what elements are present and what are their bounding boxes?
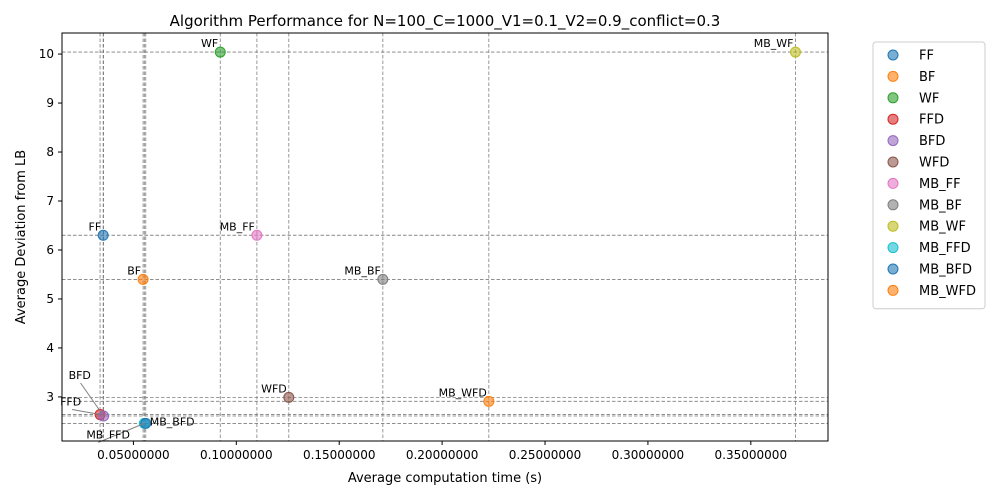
legend-marker-mb-ffd <box>887 242 899 254</box>
label-mb-wfd: MB_WFD <box>439 386 487 399</box>
x-tick-label: 0.10000000 <box>200 448 273 462</box>
legend-marker-mb-bfd <box>887 263 899 275</box>
label-mb-bf: MB_BF <box>344 264 380 277</box>
legend-marker-bfd <box>887 135 899 147</box>
point-mb-wf <box>789 46 801 58</box>
label-mb-ffd: MB_FFD <box>86 428 130 441</box>
y-tick-label: 10 <box>39 47 54 61</box>
y-tick-label: 8 <box>46 145 54 159</box>
point-mb-bf <box>377 273 389 285</box>
point-bf <box>137 273 149 285</box>
legend-marker-ffd <box>887 113 899 125</box>
legend-marker-bf <box>887 70 899 82</box>
point-ff <box>97 229 109 241</box>
x-tick-label: 0.25000000 <box>509 448 582 462</box>
plot-frame <box>61 32 829 442</box>
point-wfd <box>283 391 295 403</box>
label-wf: WF <box>201 37 218 50</box>
leader-mb-ffd <box>98 422 145 443</box>
legend-label-wf: WF <box>919 91 939 106</box>
legend-marker-mb-wf <box>887 220 899 232</box>
label-mb-wf: MB_WF <box>754 37 794 50</box>
label-bfd: BFD <box>69 369 91 382</box>
x-tick-label: 0.05000000 <box>97 448 170 462</box>
x-axis-label: Average computation time (s) <box>348 471 542 486</box>
legend-label-mb-ff: MB_FF <box>919 177 961 192</box>
legend-marker-mb-wfd <box>887 284 899 296</box>
y-tick-label: 9 <box>46 96 54 110</box>
x-axis-ticks: 0.05000000 0.10000000 0.15000000 0.20000000… <box>97 441 787 462</box>
y-axis-label: Average Deviation from LB <box>14 150 29 324</box>
legend-label-mb-wfd: MB_WFD <box>919 284 976 299</box>
point-mb-bfd <box>140 417 152 429</box>
legend-marker-ff <box>887 49 899 61</box>
y-tick-label: 6 <box>46 243 54 257</box>
legend-marker-mb-bf <box>887 199 899 211</box>
legend-marker-wfd <box>887 156 899 168</box>
y-tick-label: 7 <box>46 194 54 208</box>
legend-label-mb-wf: MB_WF <box>919 220 966 235</box>
legend: FF BF WF FFD BFD WFD MB_FF MB_BF MB_WF MB_FFD MB_B… <box>872 41 986 310</box>
legend-label-ffd: FFD <box>919 113 944 128</box>
point-mb-ff <box>251 229 263 241</box>
data-points <box>94 46 801 429</box>
legend-label-mb-ffd: MB_FFD <box>919 241 971 256</box>
y-tick-label: 4 <box>46 341 54 355</box>
x-tick-label: 0.20000000 <box>406 448 479 462</box>
point-wf <box>214 46 226 58</box>
label-bf: BF <box>127 264 141 277</box>
legend-marker-mb-ff <box>887 177 899 189</box>
leader-bfd <box>80 382 104 417</box>
point-labels: FF BF WF FFD BFD WFD MB_FF MB_BF MB_WF MB_FFD MB_B… <box>60 37 794 443</box>
y-axis-ticks: 3 4 5 6 7 8 9 10 <box>39 47 62 404</box>
legend-label-ff: FF <box>919 49 934 64</box>
x-tick-label: 0.30000000 <box>612 448 685 462</box>
leader-ffd <box>71 409 101 416</box>
legend-frame <box>872 41 986 310</box>
y-tick-label: 5 <box>46 292 54 306</box>
x-tick-label: 0.15000000 <box>303 448 376 462</box>
legend-label-wfd: WFD <box>919 156 949 171</box>
x-tick-label: 0.35000000 <box>715 448 788 462</box>
label-mb-ff: MB_FF <box>220 220 255 233</box>
legend-label-bfd: BFD <box>919 134 945 149</box>
label-wfd: WFD <box>261 382 287 395</box>
legend-label-mb-bfd: MB_BFD <box>919 263 972 278</box>
label-ffd: FFD <box>60 396 81 409</box>
point-mb-wfd <box>483 395 495 407</box>
legend-label-bf: BF <box>919 70 935 85</box>
chart-title: Algorithm Performance for N=100_C=1000_V… <box>170 12 721 31</box>
legend-label-mb-bf: MB_BF <box>919 198 962 213</box>
label-ff: FF <box>89 220 102 233</box>
y-tick-label: 3 <box>46 390 54 404</box>
label-mb-bfd: MB_BFD <box>150 415 195 428</box>
reference-lines <box>62 33 828 441</box>
legend-marker-wf <box>887 92 899 104</box>
